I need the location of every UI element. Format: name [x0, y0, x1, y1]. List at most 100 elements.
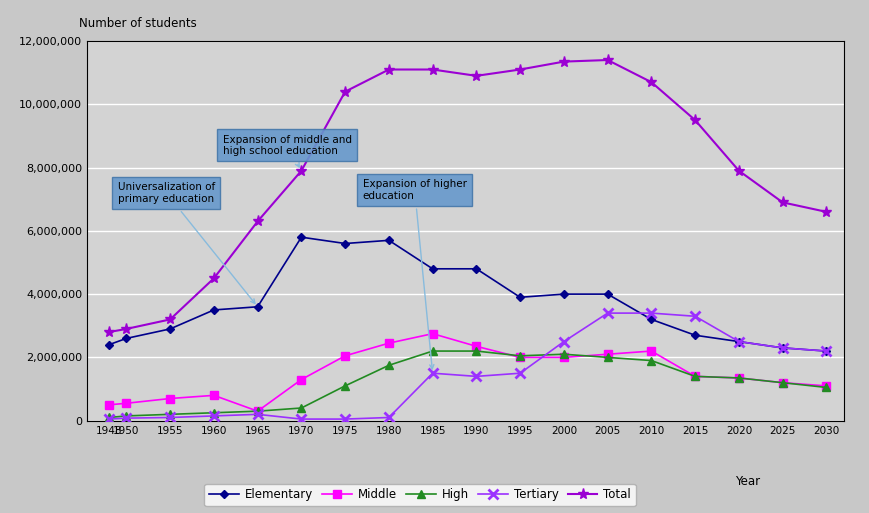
Middle — [733, 375, 743, 381]
Total — [689, 117, 700, 123]
High — [103, 415, 114, 421]
Total — [340, 89, 350, 95]
Total — [383, 66, 394, 72]
Elementary — [295, 234, 306, 240]
Tertiary — [121, 415, 131, 421]
Middle — [252, 408, 262, 415]
Elementary — [733, 339, 743, 345]
Legend: Elementary, Middle, High, Tertiary, Total: Elementary, Middle, High, Tertiary, Tota… — [204, 484, 635, 506]
Total — [427, 66, 437, 72]
Line: Elementary: Elementary — [106, 234, 828, 354]
High — [165, 411, 176, 418]
Tertiary — [295, 416, 306, 422]
High — [646, 358, 656, 364]
Total — [471, 73, 481, 79]
Total — [103, 329, 114, 335]
Elementary — [103, 342, 114, 348]
Total — [601, 57, 612, 63]
Tertiary — [383, 415, 394, 421]
Tertiary — [340, 416, 350, 422]
High — [427, 348, 437, 354]
Middle — [777, 380, 787, 386]
Elementary — [209, 307, 219, 313]
Middle — [121, 400, 131, 406]
Line: Middle: Middle — [104, 329, 830, 416]
Text: Year: Year — [734, 475, 760, 488]
High — [820, 384, 831, 390]
Middle — [295, 377, 306, 383]
Total — [209, 275, 219, 281]
Middle — [514, 354, 525, 361]
Tertiary — [471, 373, 481, 380]
Total — [295, 168, 306, 174]
High — [777, 380, 787, 386]
Elementary — [340, 241, 350, 247]
Total — [121, 326, 131, 332]
Elementary — [383, 237, 394, 243]
Tertiary — [558, 339, 568, 345]
Total — [558, 58, 568, 65]
Elementary — [820, 348, 831, 354]
Middle — [209, 392, 219, 399]
High — [209, 410, 219, 416]
High — [601, 354, 612, 361]
High — [252, 408, 262, 415]
Total — [514, 66, 525, 72]
Middle — [646, 348, 656, 354]
Total — [165, 317, 176, 323]
Tertiary — [165, 415, 176, 421]
Elementary — [165, 326, 176, 332]
Middle — [558, 354, 568, 361]
Tertiary — [733, 339, 743, 345]
Total — [646, 79, 656, 85]
Elementary — [777, 345, 787, 351]
Elementary — [514, 294, 525, 300]
Line: Total: Total — [103, 54, 831, 338]
Elementary — [427, 266, 437, 272]
Elementary — [601, 291, 612, 297]
High — [295, 405, 306, 411]
Tertiary — [209, 413, 219, 419]
Total — [777, 199, 787, 205]
Tertiary — [252, 411, 262, 418]
Middle — [103, 402, 114, 408]
Middle — [689, 373, 700, 380]
Elementary — [646, 317, 656, 323]
Middle — [471, 343, 481, 349]
High — [689, 373, 700, 380]
Middle — [427, 330, 437, 337]
Line: Tertiary: Tertiary — [104, 308, 830, 424]
High — [733, 375, 743, 381]
Elementary — [252, 304, 262, 310]
Tertiary — [103, 416, 114, 422]
Tertiary — [689, 313, 700, 319]
Text: Expansion of higher
education: Expansion of higher education — [362, 179, 466, 369]
High — [471, 348, 481, 354]
Middle — [383, 340, 394, 346]
Total — [820, 209, 831, 215]
Line: High: High — [104, 347, 830, 422]
Text: Universalization of
primary education: Universalization of primary education — [117, 182, 255, 303]
Elementary — [121, 336, 131, 342]
Total — [252, 218, 262, 224]
Text: Expansion of middle and
high school education: Expansion of middle and high school educ… — [222, 134, 351, 167]
Elementary — [471, 266, 481, 272]
Middle — [820, 383, 831, 389]
High — [558, 351, 568, 357]
Tertiary — [514, 370, 525, 376]
High — [514, 353, 525, 359]
Elementary — [558, 291, 568, 297]
Tertiary — [601, 310, 612, 316]
Tertiary — [646, 310, 656, 316]
High — [383, 362, 394, 368]
Middle — [165, 396, 176, 402]
Text: Number of students: Number of students — [79, 16, 197, 30]
Middle — [601, 351, 612, 357]
Tertiary — [427, 370, 437, 376]
Tertiary — [820, 348, 831, 354]
Total — [733, 168, 743, 174]
Elementary — [689, 332, 700, 339]
Tertiary — [777, 345, 787, 351]
High — [340, 383, 350, 389]
High — [121, 413, 131, 419]
